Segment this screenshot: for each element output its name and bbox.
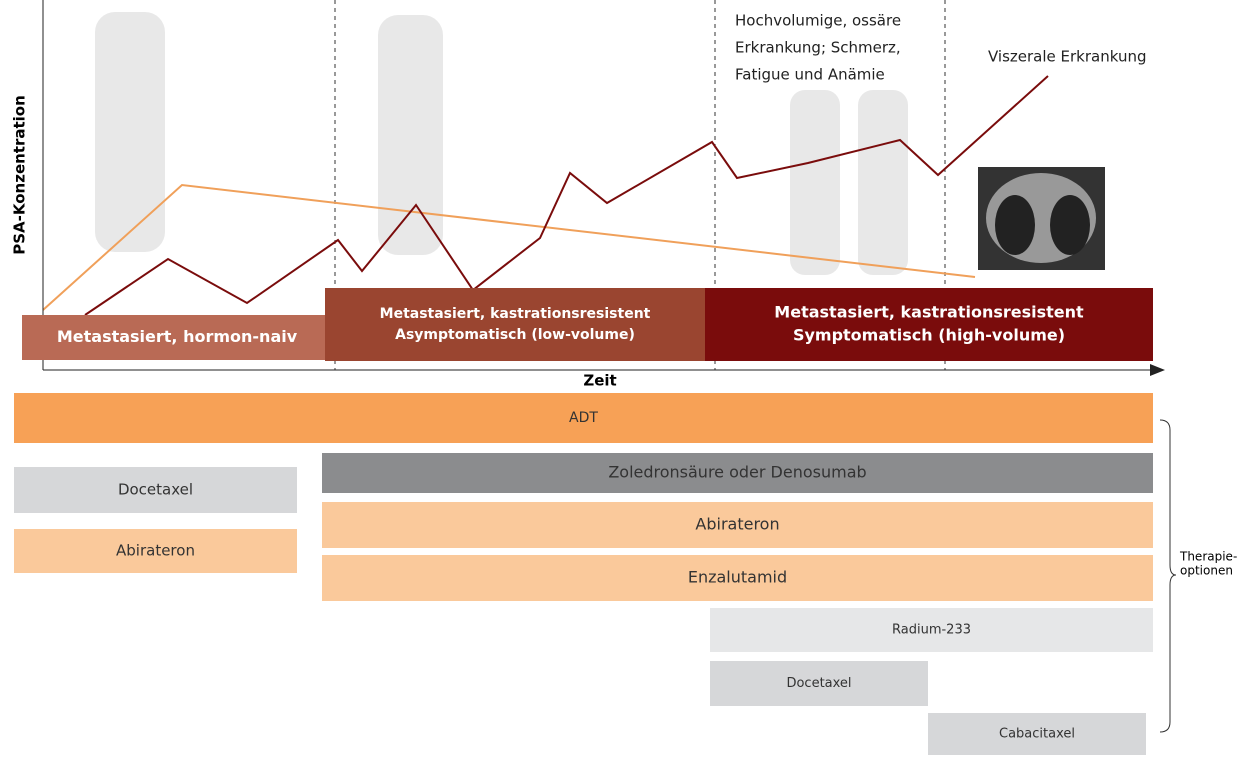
x-axis-arrow (1150, 364, 1165, 376)
bracket-label: optionen (1180, 564, 1233, 578)
stage-label: Symptomatisch (high-volume) (793, 326, 1065, 345)
stage-label: Asymptomatisch (low-volume) (395, 327, 635, 343)
stage-box (705, 288, 1153, 361)
ct-image (995, 195, 1035, 255)
bracket-label: Therapie- (1179, 550, 1237, 564)
therapy-label: Docetaxel (786, 676, 851, 691)
bracket (1160, 420, 1176, 732)
therapy-label: Abirateron (116, 542, 195, 560)
stage-label: Metastasiert, hormon-naiv (57, 327, 298, 346)
therapy-label: Radium-233 (892, 623, 971, 638)
annotation: Fatigue und Anämie (735, 66, 885, 84)
therapy-label: Enzalutamid (688, 568, 787, 587)
therapy-label: Zoledronsäure oder Denosumab (608, 463, 866, 482)
stage-box (325, 288, 705, 361)
annotation: Hochvolumige, ossäre (735, 12, 901, 30)
stage-label: Metastasiert, kastrationsresistent (774, 303, 1084, 322)
annotation: Viszerale Erkrankung (988, 48, 1147, 66)
therapy-label: Abirateron (695, 515, 779, 534)
therapy-label: Cabacitaxel (999, 727, 1075, 742)
stage-label: Metastasiert, kastrationsresistent (380, 306, 651, 322)
y-axis-label: PSA-Konzentration (11, 95, 29, 255)
x-axis-label: Zeit (583, 372, 616, 390)
diagram: PSA-Konzentration Zeit Hochvolumige, oss… (0, 0, 1253, 755)
ct-image (1050, 195, 1090, 255)
therapy-label: ADT (569, 410, 598, 426)
annotation: Erkrankung; Schmerz, (735, 39, 901, 57)
therapy-label: Docetaxel (118, 481, 193, 499)
